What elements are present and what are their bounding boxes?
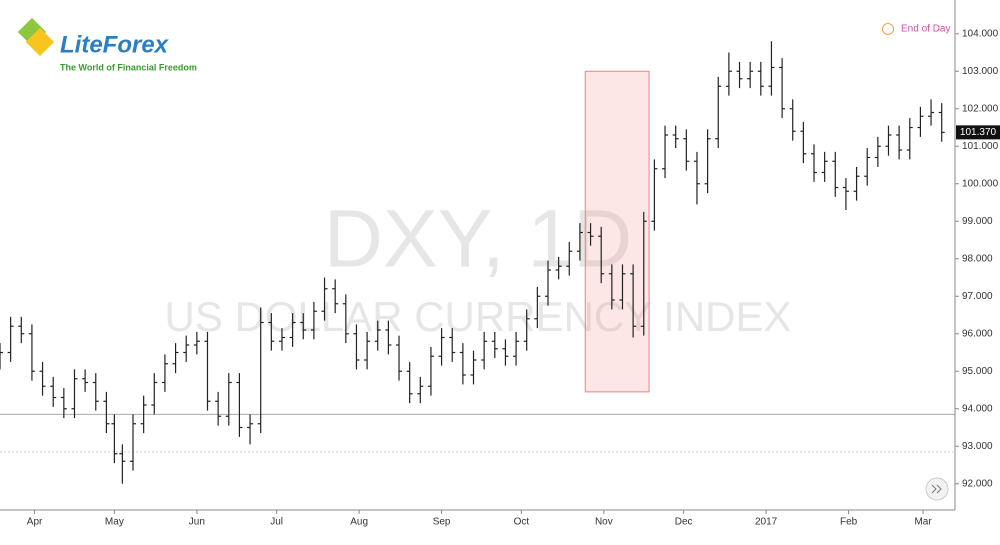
logo-name: LiteForex [60, 31, 170, 58]
end-of-day: End of Day [882, 23, 950, 35]
x-tick-label: Aug [350, 517, 368, 528]
y-tick-label: 94.000 [962, 403, 993, 414]
y-tick-label: 99.000 [962, 216, 993, 227]
y-tick-label: 93.000 [962, 441, 993, 452]
last-price-box [956, 125, 1000, 140]
scroll-button[interactable] [925, 477, 949, 501]
x-tick-label: Jul [270, 517, 283, 528]
x-tick-label: Jun [189, 517, 205, 528]
logo-mark [25, 27, 55, 57]
annotation: End of Day [901, 24, 950, 35]
x-tick-label: 2017 [755, 517, 778, 528]
y-tick-label: 100.000 [962, 178, 999, 189]
y-tick-label: 98.000 [962, 253, 993, 264]
x-tick-label: Dec [675, 517, 693, 528]
x-tick-label: Feb [840, 517, 858, 528]
info-icon [882, 23, 894, 35]
y-tick-label: 103.000 [962, 66, 999, 77]
x-tick-label: May [105, 517, 124, 528]
watermark: DXY, 1D US DOLLAR CURRENCY INDEX [164, 194, 791, 340]
highlight-box [584, 70, 650, 393]
y-tick-label: 101.000 [962, 141, 999, 152]
last-price-label: 101.370 [960, 127, 997, 138]
scroll-button-icon[interactable] [931, 484, 942, 494]
x-tick-label: Mar [914, 517, 932, 528]
y-tick-label: 95.000 [962, 366, 993, 377]
logo: LiteForex The World of Financial Freedom [17, 17, 197, 72]
y-tick-label: 92.000 [962, 478, 993, 489]
logo-tagline: The World of Financial Freedom [60, 62, 197, 72]
x-tick-label: Nov [595, 517, 613, 528]
x-tick-label: Oct [514, 517, 530, 528]
watermark-subtitle: US DOLLAR CURRENCY INDEX [164, 293, 791, 340]
y-tick-label: 96.000 [962, 328, 993, 339]
x-tick-label: Sep [433, 517, 451, 528]
watermark-title: DXY, 1D [324, 194, 632, 285]
y-tick-label: 97.000 [962, 291, 993, 302]
y-tick-label: 102.000 [962, 103, 999, 114]
x-tick-label: Apr [27, 517, 43, 528]
y-tick-label: 104.000 [962, 28, 999, 39]
scroll-button-circle[interactable] [925, 477, 949, 501]
